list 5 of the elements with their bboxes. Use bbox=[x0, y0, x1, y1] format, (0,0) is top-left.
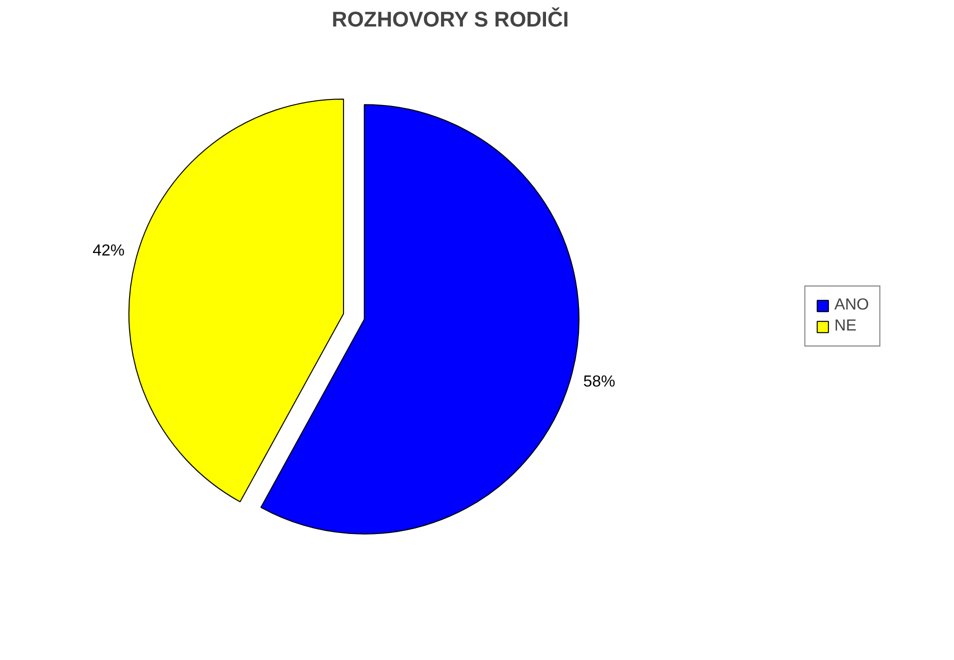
legend-label: ANO bbox=[834, 296, 869, 314]
legend-label: NE bbox=[834, 318, 857, 336]
data-label: 58% bbox=[583, 374, 616, 391]
chart-title: ROZHOVORY S RODIČI bbox=[332, 6, 569, 32]
data-label: 42% bbox=[92, 242, 125, 260]
